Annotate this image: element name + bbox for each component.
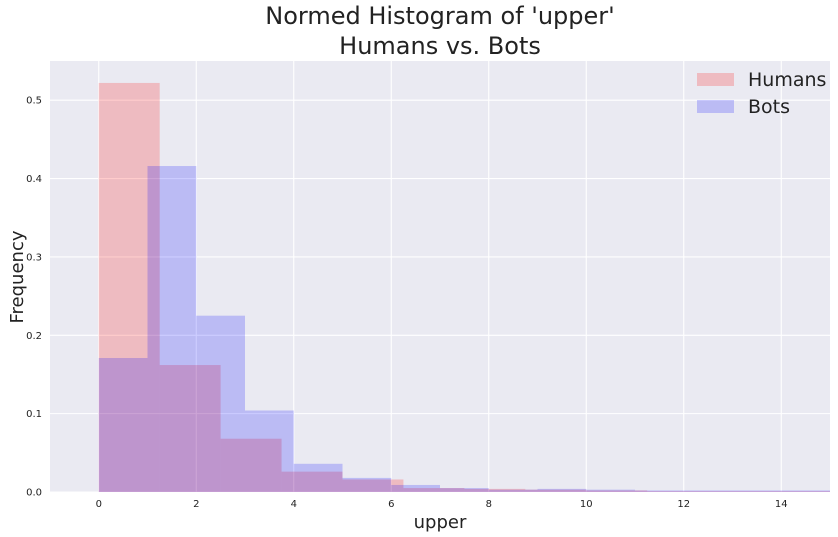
humans-bar (98, 82, 160, 492)
legend-swatch-bots (697, 100, 734, 113)
x-tick-label: 12 (677, 499, 690, 510)
bots-bar (488, 489, 538, 492)
x-tick-label: 6 (388, 499, 394, 510)
x-tick-label: 0 (96, 499, 102, 510)
chart-title: Normed Histogram of 'upper' Humans vs. B… (265, 2, 615, 60)
humans-bar (281, 471, 343, 492)
bots-bar (440, 488, 489, 492)
x-tick-labels: 0 2 4 6 8 10 12 14 (96, 499, 788, 510)
humans-bar (769, 491, 830, 492)
humans-bar (220, 438, 282, 492)
humans-bar (342, 479, 404, 492)
bots-bar (196, 315, 245, 492)
humans-bar (586, 490, 648, 492)
y-tick-label: 0.5 (26, 96, 42, 107)
gridlines (50, 61, 830, 493)
bots-bar (245, 410, 294, 492)
legend-label-bots: Bots (748, 96, 790, 118)
x-tick-label: 2 (193, 499, 199, 510)
bots-bar (732, 490, 782, 492)
bots-bar (586, 489, 635, 492)
bots-bar (683, 490, 733, 492)
y-tick-label: 0.3 (26, 252, 42, 263)
x-tick-label: 14 (775, 499, 788, 510)
humans-bar (464, 488, 526, 492)
y-tick-labels: 0.0 0.1 0.2 0.3 0.4 0.5 (26, 96, 42, 499)
bots-bar (98, 357, 148, 492)
bots-bar (537, 488, 587, 492)
bots-bar (391, 484, 440, 492)
x-axis-label: upper (414, 512, 467, 533)
bots-bar (293, 463, 343, 492)
legend-swatch-humans (697, 73, 734, 86)
x-tick-label: 4 (291, 499, 297, 510)
x-tick-label: 10 (580, 499, 593, 510)
y-tick-label: 0.0 (26, 488, 42, 499)
x-tick-label: 8 (486, 499, 492, 510)
humans-bar (647, 491, 709, 492)
bots-bar (147, 166, 197, 493)
y-tick-label: 0.1 (26, 409, 42, 420)
humans-bar (159, 365, 221, 492)
bots-bar (342, 477, 392, 492)
y-tick-label: 0.2 (26, 331, 42, 342)
bots-bar (781, 490, 830, 492)
humans-bar (708, 491, 770, 492)
humans-bar (525, 489, 587, 492)
y-tick-label: 0.4 (26, 174, 42, 185)
legend: Humans Bots (697, 69, 826, 118)
legend-label-humans: Humans (748, 69, 826, 91)
chart-title-line-1: Normed Histogram of 'upper' (265, 2, 615, 30)
y-axis-label: Frequency (7, 230, 28, 323)
bots-bar (635, 490, 684, 492)
histogram-bars (98, 82, 830, 493)
chart-title-line-2: Humans vs. Bots (339, 32, 541, 60)
plot-area (50, 61, 830, 492)
humans-bar (403, 488, 465, 492)
